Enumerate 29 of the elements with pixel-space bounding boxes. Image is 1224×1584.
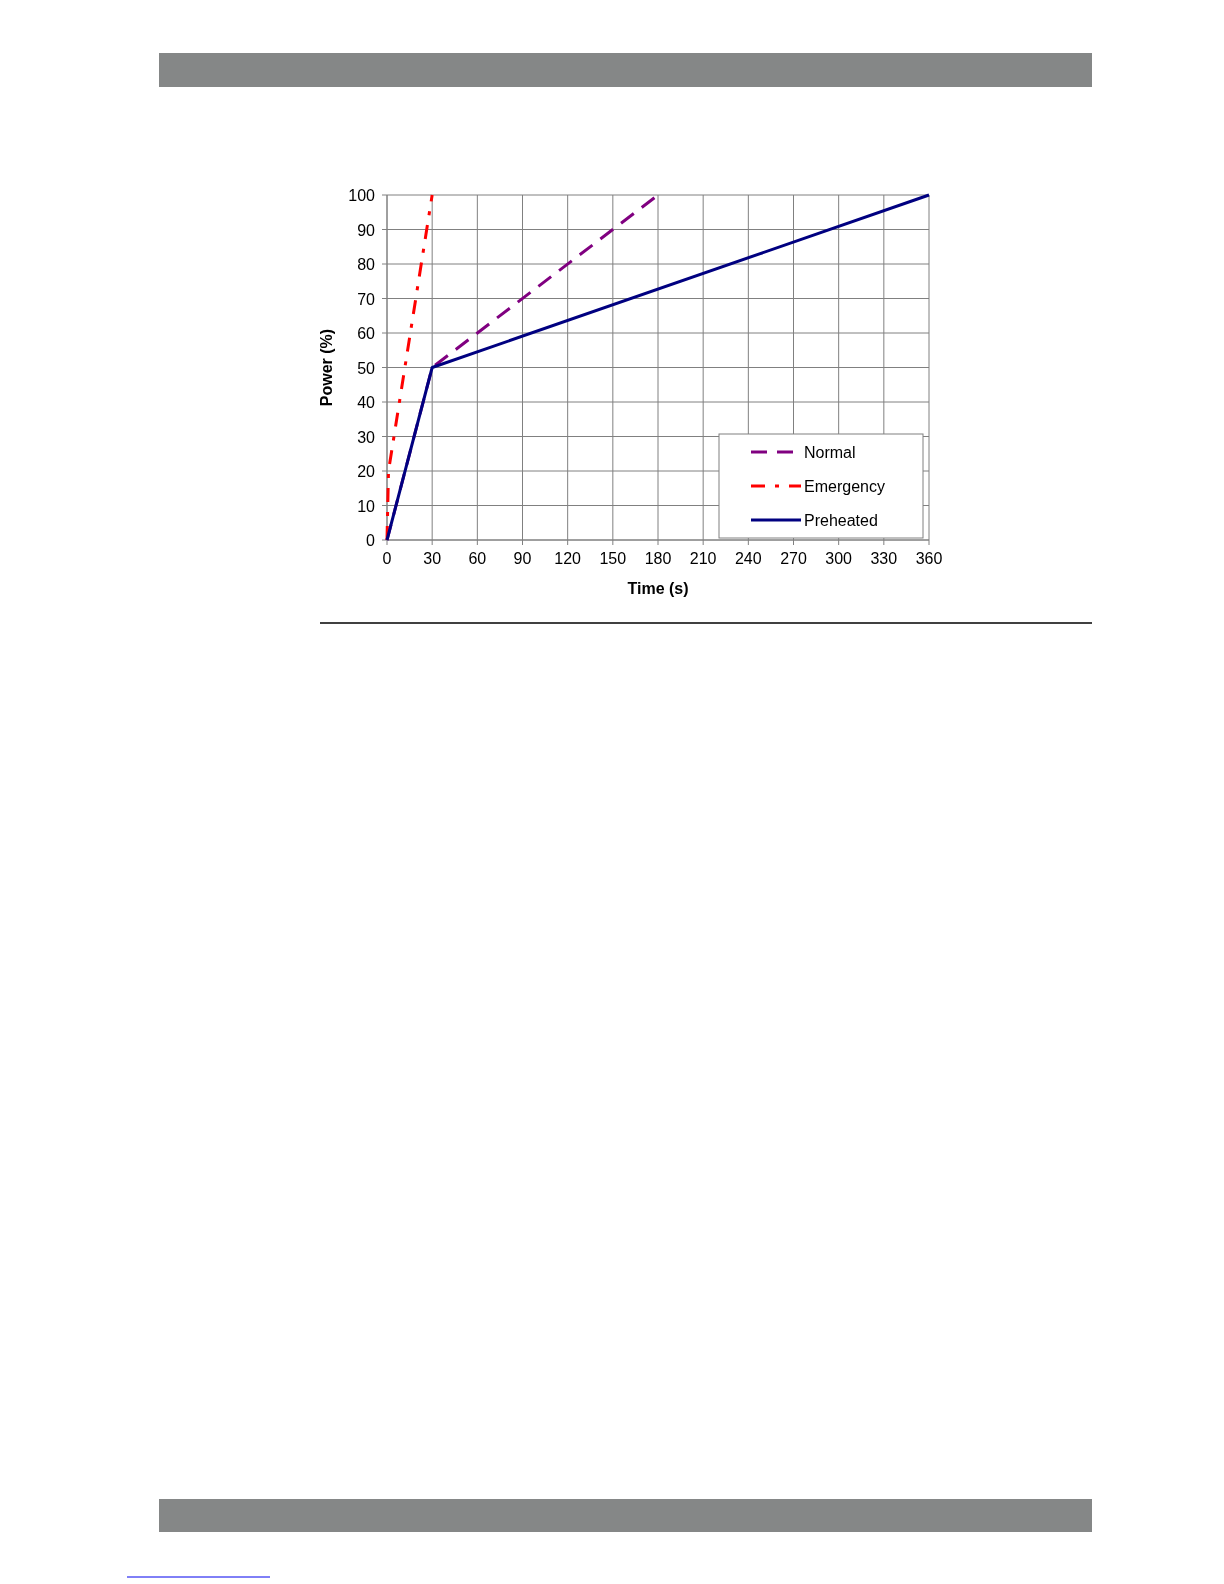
legend-label: Preheated	[804, 512, 878, 529]
x-tick-label: 240	[734, 550, 762, 567]
y-tick-label: 10	[357, 497, 376, 515]
y-tick-label: 70	[357, 290, 376, 308]
y-tick-label: 90	[357, 221, 376, 239]
y-tick-label: 0	[366, 532, 376, 549]
y-tick-label: 60	[357, 325, 376, 342]
x-tick-label: 90	[513, 550, 532, 567]
x-tick-label: 60	[468, 550, 487, 567]
legend-label: Normal	[804, 444, 856, 461]
x-tick-label: 30	[423, 550, 442, 567]
y-tick-label: 30	[357, 428, 376, 446]
legend-label: Emergency	[804, 478, 885, 495]
x-axis-title: Time (s)	[627, 580, 689, 597]
x-tick-label: 210	[689, 550, 717, 567]
x-tick-label: 360	[915, 550, 943, 567]
y-tick-label: 50	[357, 359, 376, 377]
x-tick-label: 180	[644, 550, 672, 567]
x-tick-label: 330	[870, 550, 898, 567]
x-tick-label: 120	[554, 550, 582, 567]
x-tick-label: 150	[599, 550, 627, 567]
x-tick-label: 300	[825, 550, 853, 567]
y-tick-label: 20	[357, 463, 376, 480]
x-tick-label: 270	[780, 550, 807, 567]
y-tick-label: 100	[348, 187, 376, 204]
x-tick-label: 0	[382, 550, 392, 567]
y-tick-label: 40	[357, 394, 376, 411]
y-axis-title: Power (%)	[318, 328, 335, 407]
y-tick-label: 80	[357, 256, 376, 273]
